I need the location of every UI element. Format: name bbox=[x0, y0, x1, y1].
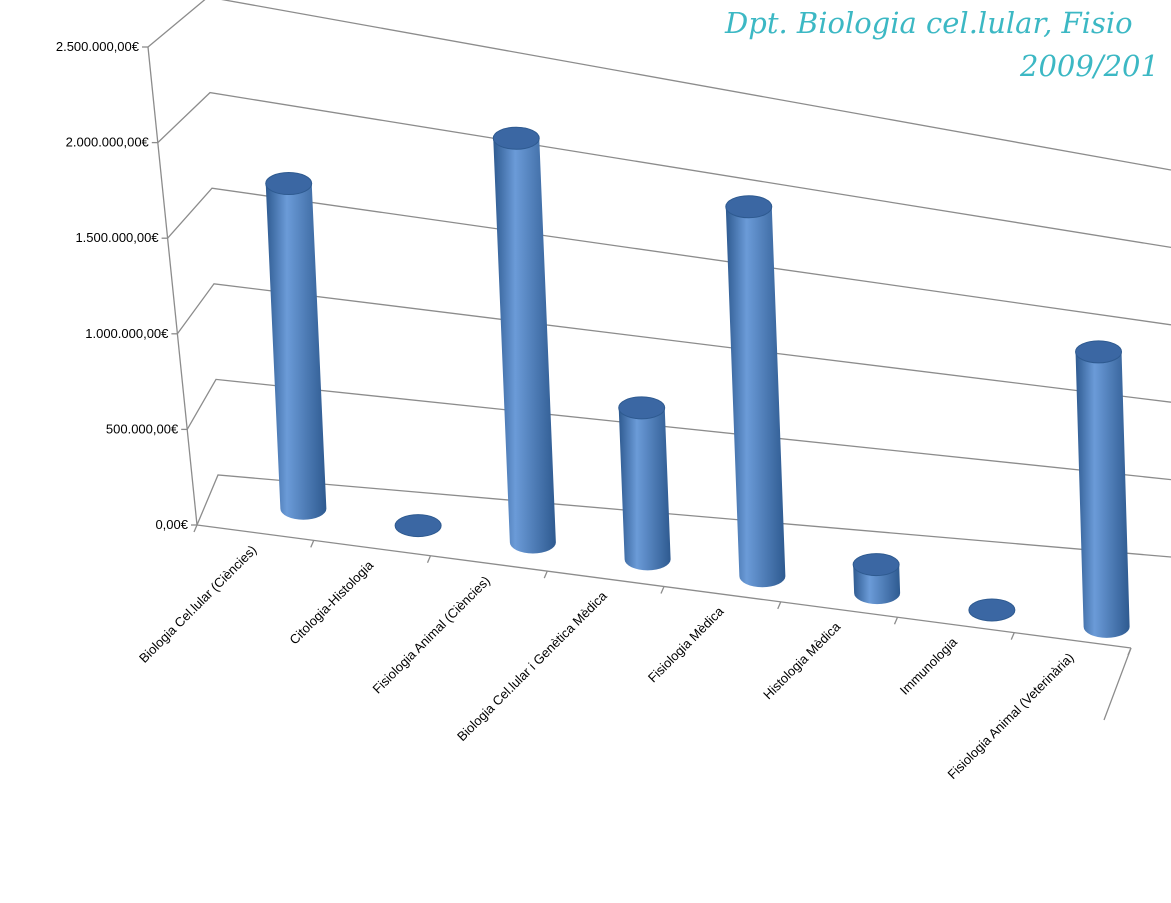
bar-top bbox=[492, 126, 540, 150]
chart-title-line-1: Dpt. Biologia cel.lular, Fisio bbox=[724, 6, 1133, 40]
x-tick-mark bbox=[1127, 647, 1132, 656]
bar-disc bbox=[968, 598, 1016, 622]
y-tick-label: 2.000.000,00€ bbox=[66, 135, 150, 150]
bar-1 bbox=[265, 172, 327, 520]
gridline bbox=[186, 378, 1171, 481]
bars bbox=[265, 126, 1130, 638]
y-axis-ticks: 0,00€ 500.000,00€ 1.000.000,00€ 1.500.000,0… bbox=[56, 39, 197, 532]
gridline bbox=[157, 91, 1171, 249]
bar-top bbox=[265, 172, 313, 196]
x-tick-mark bbox=[193, 524, 198, 533]
bar-8 bbox=[1075, 340, 1130, 638]
bar-disc bbox=[394, 514, 442, 538]
bar-6 bbox=[852, 553, 901, 605]
x-tick-mark bbox=[777, 601, 782, 610]
bar-body bbox=[725, 206, 786, 588]
bar-top bbox=[1075, 340, 1123, 364]
bar-body bbox=[265, 183, 327, 520]
x-tick-label: Immunologia bbox=[897, 634, 961, 698]
x-tick-label: Biologia Cel.lular (Ciències) bbox=[136, 542, 260, 666]
x-tick-mark bbox=[1010, 632, 1015, 640]
chart-walls bbox=[147, 0, 1171, 721]
bar-body bbox=[1075, 351, 1130, 638]
bar-body bbox=[618, 407, 671, 571]
bar-top bbox=[852, 553, 900, 577]
y-tick-label: 1.500.000,00€ bbox=[75, 230, 159, 245]
gridline bbox=[167, 187, 1171, 326]
gridline bbox=[196, 474, 1171, 558]
x-tick-mark bbox=[426, 555, 432, 564]
x-tick-mark bbox=[543, 570, 548, 579]
gridline bbox=[176, 283, 1171, 403]
y-tick-label: 500.000,00€ bbox=[106, 421, 179, 436]
floor-right-edge bbox=[1103, 647, 1132, 721]
bar-top bbox=[618, 396, 666, 420]
y-tick-label: 2.500.000,00€ bbox=[56, 39, 140, 54]
gridline bbox=[147, 0, 1171, 171]
chart-title-line-2: 2009/201 bbox=[1019, 49, 1159, 83]
chart-title: Dpt. Biologia cel.lular, Fisio 2009/201 bbox=[724, 6, 1159, 83]
x-tick-mark bbox=[660, 586, 665, 594]
x-tick-mark bbox=[310, 540, 315, 548]
bar-7 bbox=[968, 598, 1016, 622]
x-tick-label: Histologia Mèdica bbox=[760, 619, 844, 703]
bar-5 bbox=[725, 195, 786, 588]
x-tick-mark bbox=[893, 616, 899, 625]
y-tick-label: 1.000.000,00€ bbox=[85, 326, 169, 341]
bar-2 bbox=[394, 514, 442, 538]
bar-top bbox=[725, 195, 773, 219]
y-axis-line bbox=[147, 46, 198, 526]
x-tick-label: Fisiologia Mèdica bbox=[645, 603, 727, 685]
x-tick-label: Citologia-Histologia bbox=[286, 557, 376, 647]
bar-3 bbox=[492, 126, 556, 554]
bar-body bbox=[493, 138, 556, 554]
bar-4 bbox=[618, 396, 671, 571]
x-tick-label: Biologia Cel.lular i Genètica Mèdica bbox=[454, 588, 610, 744]
x-tick-label: Fisiologia Animal (Veterinària) bbox=[945, 650, 1077, 782]
y-tick-label: 0,00€ bbox=[155, 517, 188, 532]
x-tick-label: Fisiologia Animal (Ciències) bbox=[369, 573, 493, 697]
